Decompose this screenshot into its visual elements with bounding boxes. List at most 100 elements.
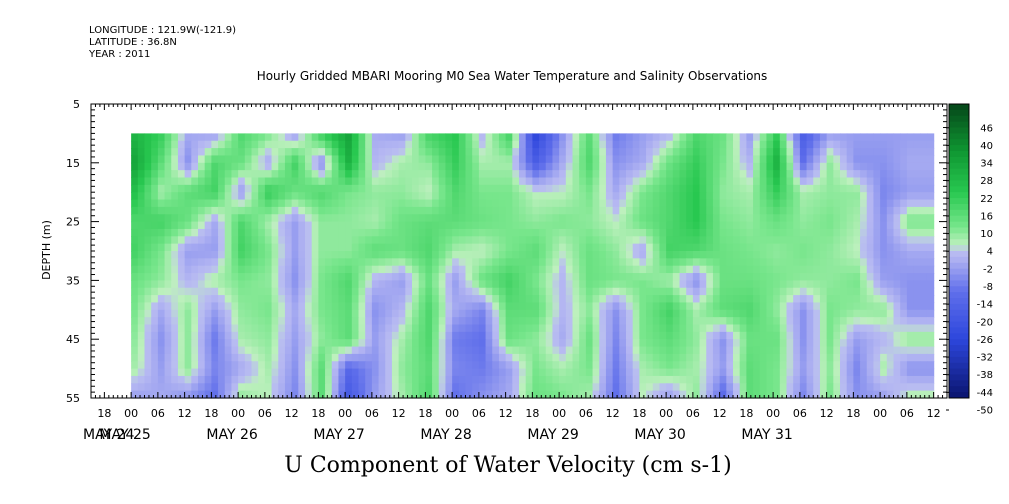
heatmap-cell [238,228,246,237]
heatmap-cell [545,375,554,384]
heatmap-cell [873,155,881,164]
heatmap-cell [231,199,239,208]
heatmap-cell [799,353,808,362]
heatmap-cell [786,133,794,142]
heatmap-cell [666,184,674,193]
heatmap-cell [719,309,727,318]
heatmap-cell [231,221,239,230]
heatmap-cell [371,251,380,259]
heatmap-cell [572,273,580,281]
heatmap-cell [860,287,868,296]
heatmap-cell [438,383,447,392]
heatmap-cell [365,148,373,157]
heatmap-cell [552,251,560,259]
heatmap-cell [592,133,600,142]
heatmap-cell [779,148,788,157]
heatmap-cell [873,368,881,377]
heatmap-cell [271,280,279,289]
heatmap-cell [900,265,908,274]
heatmap-cell [438,192,447,201]
heatmap-cell [759,331,768,340]
heatmap-cell [358,221,366,230]
heatmap-cell [525,206,533,215]
heatmap-cell [171,170,179,179]
heatmap-cell [438,243,447,252]
heatmap-cell [719,133,727,142]
heatmap-cell [873,375,881,384]
heatmap-cell [445,170,453,179]
heatmap-cell [779,184,788,193]
heatmap-cell [900,133,908,142]
heatmap-cell [813,184,821,193]
heatmap-cell [719,162,727,171]
heatmap-cell [144,251,152,259]
heatmap-cell [512,206,520,215]
heatmap-cell [846,236,854,245]
heatmap-cell [305,353,313,362]
heatmap-cell [880,273,888,281]
heatmap-cell [418,184,426,193]
heatmap-cell [793,206,801,215]
heatmap-cell [204,155,212,164]
heatmap-cell [753,361,761,370]
heatmap-cell [191,339,199,348]
heatmap-cell [519,148,527,157]
heatmap-cell [305,228,313,237]
heatmap-cell [198,184,206,193]
heatmap-cell [177,383,186,392]
heatmap-cell [612,353,620,362]
heatmap-cell [585,302,594,311]
heatmap-cell [465,339,473,348]
heatmap-cell [619,170,627,179]
heatmap-cell [759,346,768,355]
heatmap-cell [646,331,654,340]
heatmap-cell [545,353,554,362]
heatmap-cell [338,383,346,392]
heatmap-cell [672,140,681,149]
heatmap-cell [632,346,640,355]
heatmap-cell [599,353,607,362]
heatmap-cell [726,339,734,348]
heatmap-cell [385,133,393,142]
heatmap-cell [512,302,520,311]
heatmap-cell [184,214,192,223]
heatmap-cell [679,170,687,179]
heatmap-cell [525,265,533,274]
heatmap-cell [853,236,861,245]
heatmap-cell [893,192,901,201]
heatmap-cell [679,133,687,142]
heatmap-cell [913,258,921,267]
heatmap-cell [351,236,360,245]
x-hour-label: 00 [231,407,245,420]
heatmap-cell [706,390,714,399]
heatmap-cell [325,258,333,267]
heatmap-cell [452,184,460,193]
heatmap-cell [438,221,447,230]
heatmap-cell [311,184,319,193]
heatmap-cell [612,346,620,355]
heatmap-cell [412,199,420,208]
heatmap-cell [438,199,447,208]
heatmap-cell [345,251,353,259]
heatmap-cell [893,295,901,304]
heatmap-cell [612,177,620,186]
heatmap-cell [425,339,433,348]
heatmap-cell [779,221,788,230]
heatmap-cell [753,199,761,208]
heatmap-cell [492,221,500,230]
heatmap-cell [626,228,634,237]
heatmap-cell [412,206,420,215]
colorbar-swatch [949,215,969,223]
heatmap-cell [492,199,500,208]
heatmap-cell [385,383,393,392]
heatmap-cell [191,221,199,230]
heatmap-cell [619,361,627,370]
heatmap-cell [211,309,219,318]
heatmap-cell [412,353,420,362]
heatmap-cell [886,177,895,186]
heatmap-cell [813,192,821,201]
heatmap-cell [258,375,266,384]
heatmap-cell [231,177,239,186]
heatmap-cell [585,346,594,355]
heatmap-cell [666,375,674,384]
